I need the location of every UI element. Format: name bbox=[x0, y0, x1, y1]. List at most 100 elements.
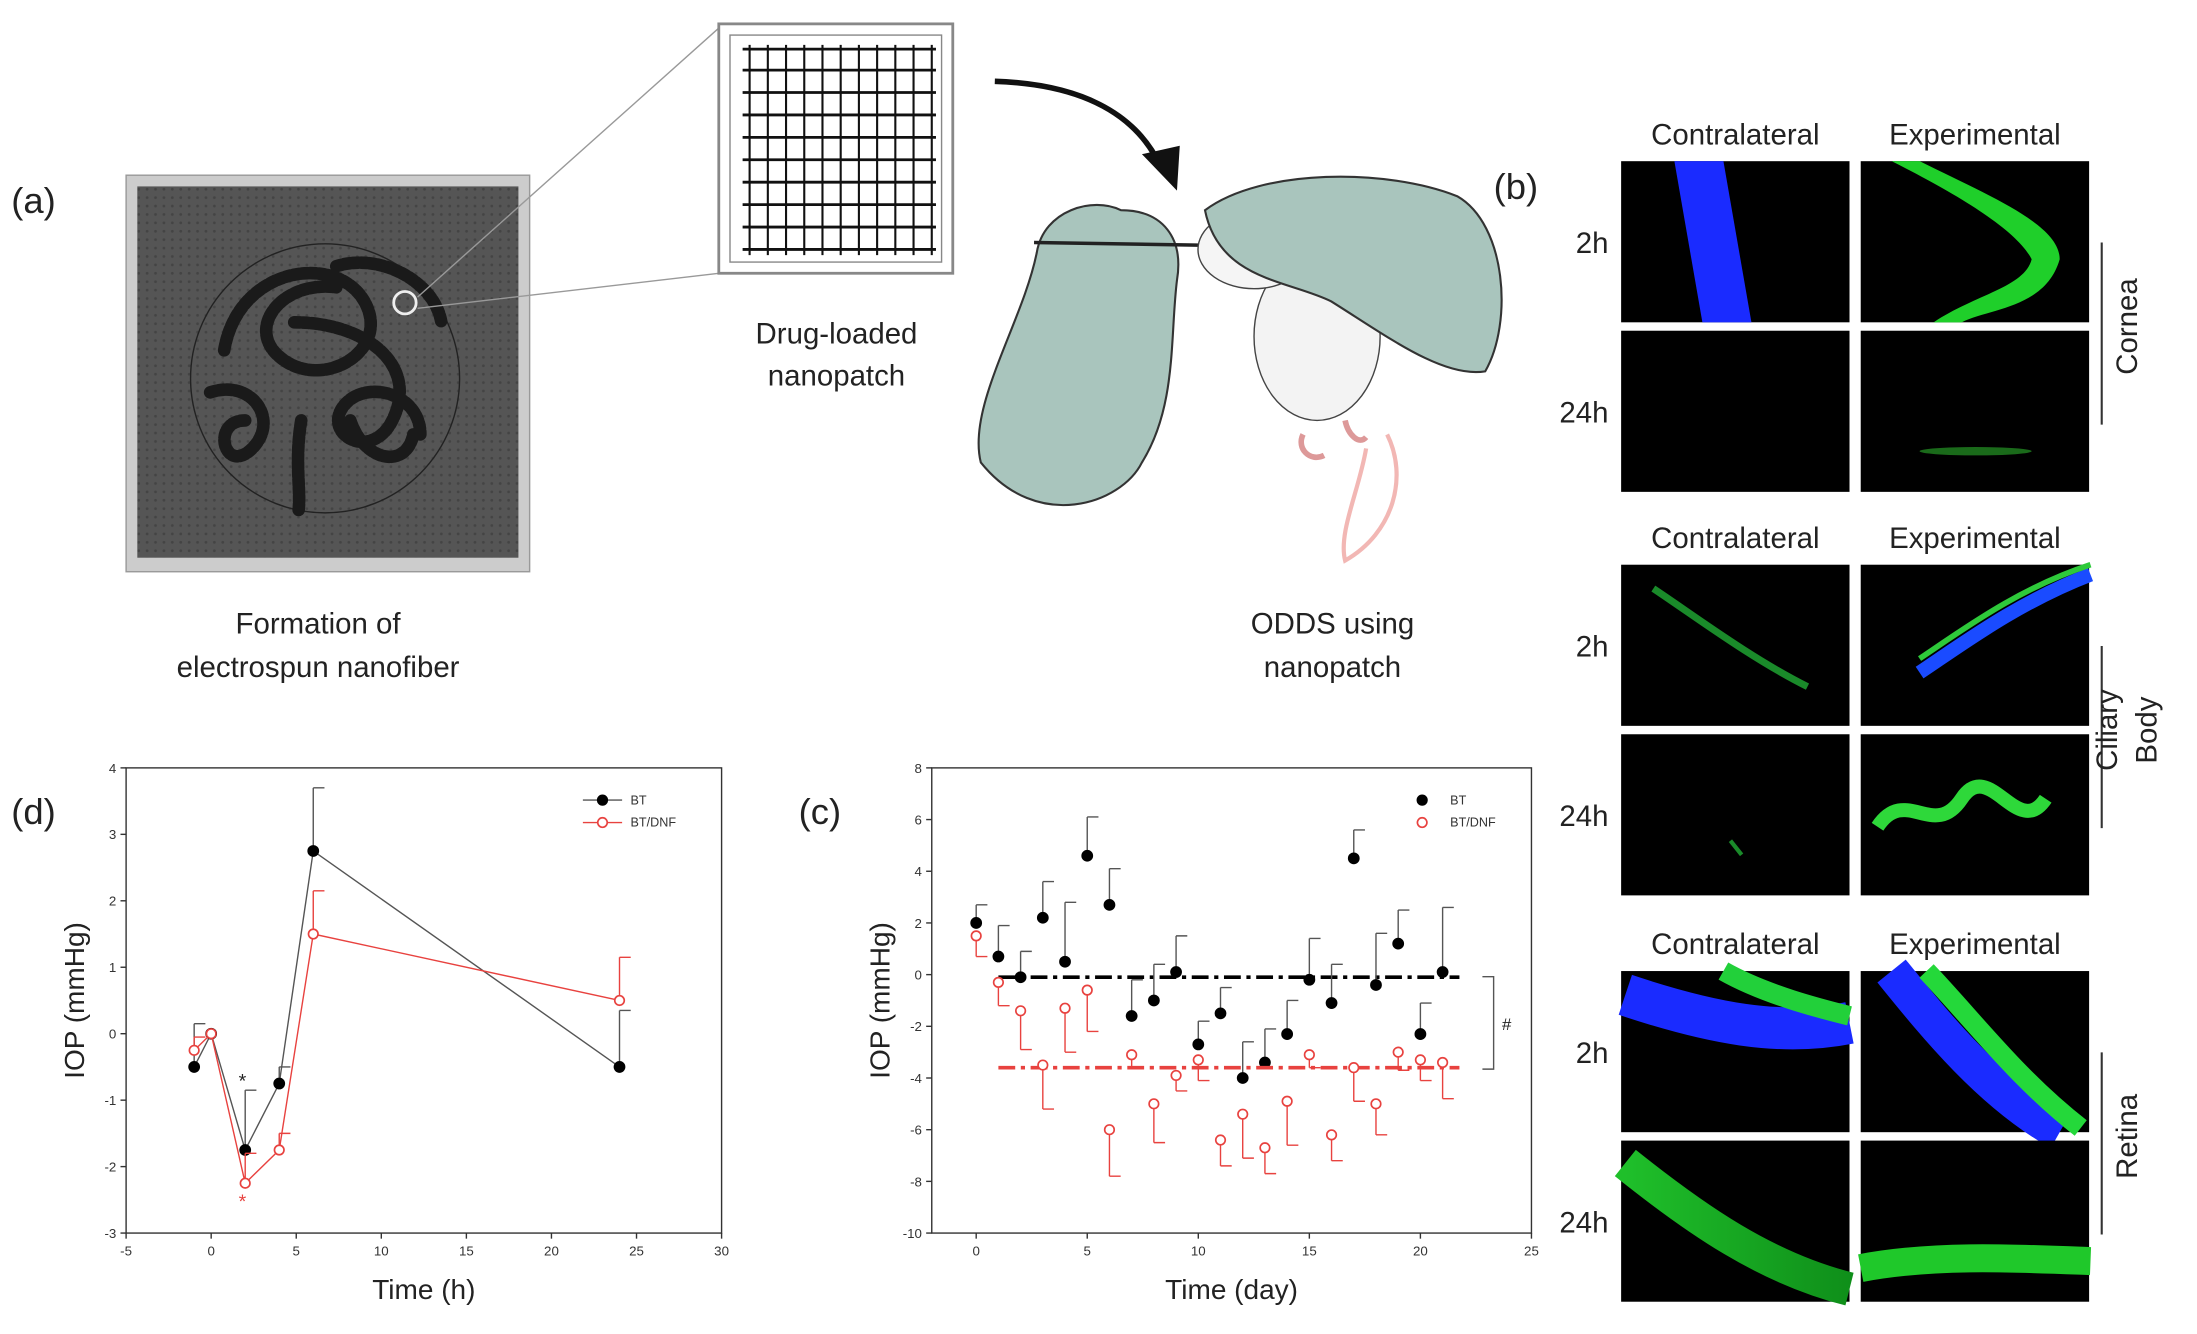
stain bbox=[1919, 447, 2032, 456]
legend-label: BT bbox=[631, 793, 647, 807]
fluorescence bbox=[1728, 839, 1744, 857]
y-tick-label: -8 bbox=[910, 1174, 922, 1189]
y-tick-label: -2 bbox=[910, 1019, 922, 1034]
caption: electrospun nanofiber bbox=[177, 651, 460, 684]
y-tick-label: 4 bbox=[915, 864, 922, 879]
marker bbox=[1126, 1049, 1138, 1061]
marker bbox=[1348, 1062, 1360, 1074]
y-tick-label: -4 bbox=[910, 1071, 922, 1086]
marker bbox=[1303, 1049, 1315, 1061]
marker bbox=[1059, 1002, 1071, 1014]
stain bbox=[1614, 1149, 1854, 1306]
marker bbox=[1214, 1007, 1227, 1020]
error-bar bbox=[618, 956, 631, 1001]
marker bbox=[1081, 849, 1094, 862]
error-bar bbox=[618, 1009, 631, 1067]
fluorescence bbox=[1915, 562, 2094, 679]
marker bbox=[970, 930, 982, 942]
marker bbox=[273, 1077, 286, 1090]
marker bbox=[1036, 911, 1049, 924]
marker bbox=[1192, 1038, 1205, 1051]
x-tick-label: 0 bbox=[207, 1243, 214, 1258]
y-tick-label: 2 bbox=[109, 894, 116, 909]
marker bbox=[1148, 1098, 1160, 1110]
tissue-label: Retina bbox=[2111, 1093, 2144, 1179]
error-bar bbox=[312, 890, 325, 935]
error-bar bbox=[1375, 932, 1388, 985]
y-tick-label: 4 bbox=[109, 761, 116, 776]
row-label: 2h bbox=[1576, 1037, 1609, 1070]
x-tick-label: 10 bbox=[374, 1243, 389, 1258]
marker bbox=[307, 845, 320, 857]
marker bbox=[1192, 1054, 1204, 1066]
error-bar bbox=[1019, 1010, 1032, 1051]
marker bbox=[1147, 994, 1160, 1007]
panel-label: (b) bbox=[1494, 166, 1538, 207]
legend-marker bbox=[1416, 816, 1428, 829]
error-bar bbox=[1086, 990, 1099, 1033]
marker bbox=[1437, 1056, 1449, 1069]
marker bbox=[1059, 955, 1071, 968]
fluorescence bbox=[1871, 779, 2052, 832]
column-header: Contralateral bbox=[1651, 522, 1819, 555]
stain bbox=[1891, 161, 2060, 323]
y-axis-label: IOP (mmHg) bbox=[865, 922, 896, 1079]
legend-marker bbox=[596, 794, 609, 806]
tissue-label: Cornea bbox=[2111, 278, 2144, 375]
panel-label: (d) bbox=[11, 791, 56, 832]
error-bar bbox=[244, 1089, 257, 1150]
electrospinning-illustration bbox=[125, 22, 1180, 573]
caption: Drug-loaded bbox=[756, 317, 918, 350]
chart: (d) -5 0 5 10 15 20 25 30 -3 -2 -1 0 1 2 3 4 Time (h) IOP … bbox=[11, 761, 729, 1305]
error-bar bbox=[1086, 816, 1099, 856]
x-tick-label: 25 bbox=[629, 1243, 644, 1258]
marker bbox=[1370, 1098, 1382, 1110]
legend-marker bbox=[596, 816, 609, 829]
marker bbox=[1281, 1028, 1294, 1040]
stain bbox=[1918, 562, 2092, 661]
marker bbox=[1037, 1059, 1049, 1071]
y-tick-label: 8 bbox=[915, 761, 922, 776]
x-tick-label: 30 bbox=[714, 1243, 729, 1258]
marker bbox=[1281, 1095, 1293, 1107]
x-tick-label: 0 bbox=[972, 1243, 979, 1258]
marker bbox=[1081, 984, 1093, 996]
y-tick-label: -10 bbox=[903, 1226, 922, 1241]
stain bbox=[1877, 959, 2069, 1149]
y-tick-label: 6 bbox=[915, 812, 922, 827]
x-tick-label: 15 bbox=[1302, 1243, 1317, 1258]
y-tick-label: -6 bbox=[910, 1123, 922, 1138]
stain bbox=[1919, 964, 2087, 1136]
y-tick-label: -3 bbox=[104, 1226, 116, 1241]
marker bbox=[1325, 1129, 1338, 1141]
fluorescence bbox=[1891, 161, 2060, 323]
micrographs: Contralateral Experimental 2h 24h Cornea Cont… bbox=[1559, 118, 2163, 1306]
micrograph bbox=[1860, 330, 2090, 492]
column-header: Contralateral bbox=[1651, 928, 1819, 961]
x-axis-label: Time (h) bbox=[372, 1274, 475, 1305]
fluorescence bbox=[1651, 585, 1810, 690]
marker bbox=[1170, 1069, 1182, 1082]
marker bbox=[205, 1028, 217, 1040]
marker bbox=[1103, 898, 1116, 911]
error-bar bbox=[1153, 1103, 1166, 1144]
marker bbox=[613, 994, 626, 1007]
legend-marker bbox=[1416, 794, 1428, 806]
series-line bbox=[193, 849, 620, 1152]
error-bar bbox=[1064, 1008, 1077, 1053]
marker bbox=[1303, 973, 1316, 986]
error-bar bbox=[1064, 901, 1077, 962]
panel-label: (a) bbox=[11, 180, 56, 221]
y-tick-label: -2 bbox=[104, 1160, 116, 1175]
marker bbox=[1436, 966, 1449, 978]
row-label: 24h bbox=[1559, 396, 1608, 429]
marker bbox=[1237, 1108, 1249, 1120]
y-tick-label: 2 bbox=[915, 916, 922, 931]
y-tick-label: 0 bbox=[109, 1027, 116, 1042]
marker bbox=[1414, 1028, 1427, 1040]
caption: ODDS using bbox=[1251, 607, 1414, 640]
stain bbox=[1674, 161, 1752, 323]
x-tick-label: 25 bbox=[1524, 1243, 1539, 1258]
error-bar bbox=[1308, 937, 1321, 980]
